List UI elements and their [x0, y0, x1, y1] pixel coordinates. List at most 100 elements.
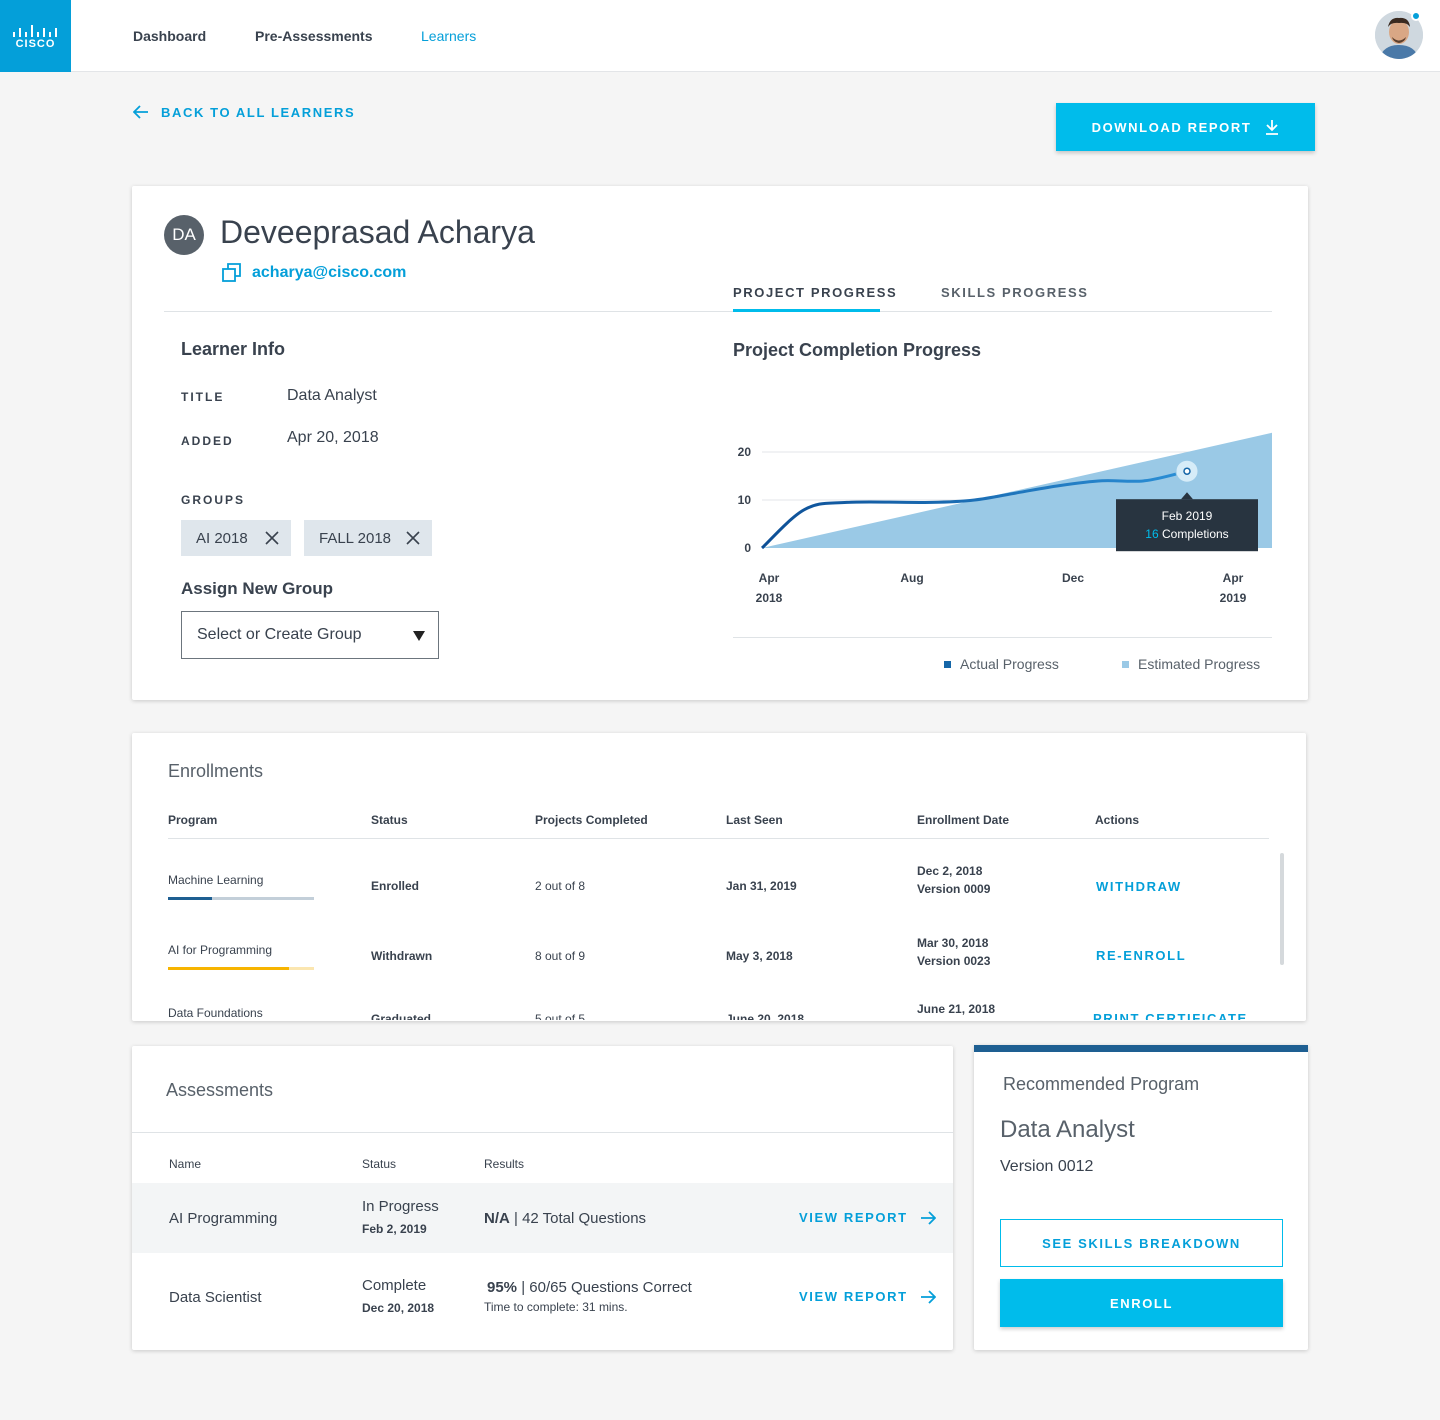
tab-skills-progress[interactable]: SKILLS PROGRESS [941, 285, 1089, 300]
assign-group-heading: Assign New Group [181, 579, 334, 598]
learner-initials-avatar: DA [164, 215, 204, 255]
col-results: Results [484, 1157, 525, 1171]
recommended-program-version: Version 0012 [1000, 1158, 1094, 1175]
project-progress-chart: 20 10 0 Feb 2019 16 Completions Apr 2018 Aug Dec… [738, 432, 1272, 605]
enrollment-date: June 21, 2018 [917, 1002, 996, 1016]
actual-progress-line [760, 469, 1188, 550]
see-skills-breakdown-button[interactable]: SEE SKILLS BREAKDOWN [1000, 1219, 1283, 1267]
col-status: Status [371, 813, 408, 827]
assessment-result: 95% | 60/65 Questions Correct [487, 1279, 692, 1296]
projects-completed: 2 out of 8 [535, 879, 586, 893]
added-value: Apr 20, 2018 [287, 429, 379, 446]
col-actions: Actions [1095, 813, 1140, 827]
program-name: Machine Learning [168, 873, 264, 887]
recommended-title: Recommended Program [1003, 1074, 1200, 1094]
tooltip-count: 16 [1145, 527, 1162, 541]
assessment-result-sub: Time to complete: 31 mins. [484, 1300, 628, 1314]
top-navigation-bar: CISCO Dashboard Pre-Assessments Learners [0, 0, 1440, 72]
learner-info-heading: Learner Info [181, 339, 286, 359]
arrow-right-icon [920, 1289, 936, 1304]
recommended-accent-bar [974, 1045, 1308, 1052]
download-report-label: DOWNLOAD REPORT [1091, 119, 1252, 135]
assessments-title: Assessments [166, 1080, 274, 1100]
enrollment-status: Graduated [371, 1012, 432, 1020]
assessment-status: In Progress [362, 1198, 439, 1215]
assessment-result-text: | 42 Total Questions [509, 1210, 647, 1227]
enrollment-status: Withdrawn [371, 949, 433, 963]
tooltip-pointer [1181, 492, 1193, 500]
enrollments-header-divider [168, 838, 1269, 839]
withdraw-link[interactable]: WITHDRAW [1096, 879, 1182, 894]
cisco-logo[interactable]: CISCO [0, 0, 71, 72]
y-tick-label: 0 [744, 541, 751, 555]
view-report-label: VIEW REPORT [799, 1210, 908, 1225]
assessment-date: Dec 20, 2018 [362, 1301, 435, 1315]
program-progress-bar [168, 897, 314, 900]
chart-tooltip [1116, 499, 1258, 552]
enrollments-scrollbar[interactable] [1280, 853, 1284, 965]
learner-name: Deveeprasad Acharya [220, 214, 535, 250]
learner-email: acharya@cisco.com [252, 264, 407, 281]
print-certificate-link[interactable]: PRINT CERTIFICATE [1093, 1011, 1248, 1020]
remove-group-icon[interactable] [264, 530, 280, 546]
assessment-name: Data Scientist [169, 1289, 262, 1306]
assessment-status: Complete [362, 1277, 427, 1294]
assessment-result-text: | 60/65 Questions Correct [517, 1279, 692, 1296]
cisco-bars-icon [13, 25, 57, 37]
projects-completed: 5 out of 5 [535, 1012, 586, 1020]
view-report-link[interactable]: VIEW REPORT [799, 1210, 936, 1225]
title-label: TITLE [181, 390, 225, 404]
profile-divider [164, 311, 1272, 312]
group-chip: AI 2018 [181, 520, 291, 556]
active-tab-indicator [733, 309, 880, 312]
nav-pre-assessments[interactable]: Pre-Assessments [255, 28, 373, 44]
copy-icon[interactable] [222, 263, 242, 283]
download-report-button[interactable]: DOWNLOAD REPORT [1056, 103, 1315, 151]
chart-bottom-divider [733, 637, 1272, 638]
program-name: AI for Programming [168, 943, 273, 957]
x-tick-label: Aug [900, 571, 923, 585]
enroll-button[interactable]: ENROLL [1000, 1279, 1283, 1327]
back-link-label: BACK TO ALL LEARNERS [161, 104, 356, 120]
group-chip-label: FALL 2018 [319, 529, 392, 547]
group-chip-label: AI 2018 [196, 529, 248, 547]
program-progress-bar [168, 967, 314, 970]
x-tick-label: Apr [759, 571, 780, 585]
program-progress-fill [168, 967, 290, 970]
enrollment-version: Version 0023 [917, 954, 991, 968]
enrollments-card [132, 733, 1306, 1021]
assessment-name: AI Programming [169, 1210, 278, 1227]
tooltip-date: Feb 2019 [1162, 509, 1213, 523]
back-to-learners-link[interactable]: BACK TO ALL LEARNERS [133, 102, 355, 122]
enrollments-title: Enrollments [168, 761, 264, 781]
last-seen: Jan 31, 2019 [726, 879, 797, 893]
projects-completed: 8 out of 9 [535, 949, 586, 963]
col-name: Name [169, 1157, 202, 1171]
legend-actual: Actual Progress [944, 656, 1059, 672]
chart-title: Project Completion Progress [733, 340, 982, 360]
nav-dashboard[interactable]: Dashboard [133, 28, 207, 44]
learner-email-link[interactable]: acharya@cisco.com [222, 263, 406, 283]
caret-down-icon [413, 631, 425, 641]
group-chip: FALL 2018 [304, 520, 432, 556]
enrollment-version: Version 0009 [917, 882, 991, 896]
notification-dot [1411, 11, 1421, 21]
re-enroll-link[interactable]: RE-ENROLL [1096, 948, 1187, 963]
assessments-title-divider [132, 1132, 953, 1133]
assessment-result-bold: 95% [487, 1279, 518, 1296]
col-last-seen: Last Seen [726, 813, 783, 827]
remove-group-icon[interactable] [405, 530, 421, 546]
col-program: Program [168, 813, 218, 827]
tab-project-progress[interactable]: PROJECT PROGRESS [733, 285, 898, 300]
assessment-row-bg [132, 1183, 953, 1253]
view-report-link[interactable]: VIEW REPORT [799, 1289, 936, 1304]
nav-learners[interactable]: Learners [421, 28, 477, 44]
last-seen: June 20, 2018 [726, 1012, 805, 1020]
x-tick-year-label: 2019 [1220, 591, 1247, 605]
recommended-program-name: Data Analyst [1000, 1116, 1135, 1143]
group-select-dropdown[interactable]: Select or Create Group [181, 611, 439, 659]
legend-swatch-actual [944, 660, 951, 668]
col-enrollment-date: Enrollment Date [917, 813, 1010, 827]
x-tick-label: Dec [1062, 571, 1084, 585]
legend-actual-label: Actual Progress [960, 656, 1059, 672]
